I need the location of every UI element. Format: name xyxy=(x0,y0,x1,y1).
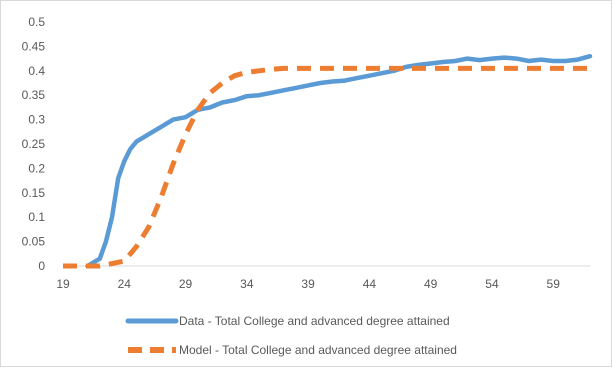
x-tick-label: 39 xyxy=(301,277,315,291)
y-tick-label: 0 xyxy=(38,259,45,273)
x-tick-label: 44 xyxy=(363,277,377,291)
x-tick-label: 59 xyxy=(547,277,561,291)
y-tick-label: 0.2 xyxy=(28,161,45,175)
model-series-line xyxy=(63,65,590,269)
y-tick-label: 0.3 xyxy=(28,113,45,127)
y-tick-label: 0.1 xyxy=(28,210,45,224)
data-series-line xyxy=(85,53,593,269)
series-layer xyxy=(63,53,593,269)
y-tick-label: 0.4 xyxy=(28,64,45,78)
y-tick-label: 0.35 xyxy=(22,88,46,102)
x-axis-ticks: 19 24 29 34 39 44 49 54 59 xyxy=(56,277,560,291)
y-tick-label: 0.5 xyxy=(28,15,45,29)
y-axis-ticks: 0 0.05 0.1 0.15 0.2 0.25 0.3 0.35 0.4 0.45 0.5 xyxy=(22,15,46,273)
x-tick-label: 24 xyxy=(118,277,132,291)
legend: Data - Total College and advanced degree… xyxy=(125,314,457,357)
y-tick-label: 0.25 xyxy=(22,137,46,151)
x-tick-label: 54 xyxy=(485,277,499,291)
x-tick-label: 49 xyxy=(424,277,438,291)
y-tick-label: 0.15 xyxy=(22,186,46,200)
legend-model-label: Model - Total College and advanced degre… xyxy=(179,343,457,357)
x-tick-label: 34 xyxy=(240,277,254,291)
x-tick-label: 29 xyxy=(179,277,193,291)
x-tick-label: 19 xyxy=(56,277,70,291)
y-tick-label: 0.05 xyxy=(22,235,46,249)
y-tick-label: 0.45 xyxy=(22,39,46,53)
legend-data-label: Data - Total College and advanced degree… xyxy=(179,314,450,328)
